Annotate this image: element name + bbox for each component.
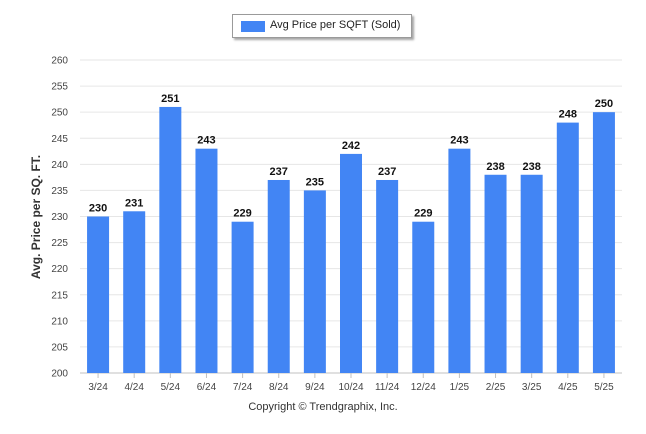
x-tick-label: 1/25 (450, 382, 470, 393)
data-label: 230 (89, 203, 107, 215)
x-tick-label: 3/24 (88, 382, 108, 393)
bar (87, 216, 110, 373)
data-label: 243 (450, 135, 468, 147)
y-tick-label: 235 (51, 186, 68, 197)
data-label: 229 (233, 208, 251, 220)
bar (592, 112, 615, 374)
legend-swatch (241, 21, 265, 32)
bar (484, 174, 507, 373)
x-tick-label: 2/25 (486, 382, 506, 393)
x-tick-label: 8/24 (269, 382, 289, 393)
bar (376, 179, 399, 373)
data-label: 248 (559, 109, 577, 121)
data-label: 243 (197, 135, 215, 147)
y-tick-label: 210 (51, 316, 68, 327)
bar (340, 153, 362, 373)
bar (231, 221, 254, 373)
x-tick-label: 5/25 (594, 382, 614, 393)
x-tick-label: 11/24 (375, 382, 400, 393)
bar (267, 179, 290, 373)
y-tick-label: 250 (51, 108, 68, 119)
y-tick-label: 230 (51, 212, 68, 223)
bar (123, 211, 146, 373)
bar (556, 122, 579, 373)
data-label: 251 (161, 93, 179, 105)
data-label: 229 (414, 208, 432, 220)
y-tick-label: 245 (51, 134, 68, 145)
x-tick-label: 7/24 (233, 382, 253, 393)
x-axis-ticks: 3/24 4/24 5/24 6/24 7/24 8/24 9/24 10/24 11/24 12… (88, 373, 614, 393)
y-tick-label: 255 (51, 82, 68, 93)
data-label: 238 (522, 161, 540, 173)
bar (520, 174, 543, 373)
y-axis-label: Avg. Price per SQ. FT. (29, 155, 43, 279)
y-tick-label: 215 (51, 290, 68, 301)
data-label: 235 (306, 176, 324, 188)
y-axis-ticks: 200 205 210 215 220 225 230 235 240 245 250 255 260 (51, 56, 68, 380)
bars (87, 106, 615, 374)
x-tick-label: 4/25 (558, 382, 578, 393)
data-label: 231 (125, 197, 143, 209)
bar (303, 190, 326, 373)
y-tick-label: 225 (51, 238, 68, 249)
x-tick-label: 6/24 (197, 382, 217, 393)
x-tick-label: 9/24 (305, 382, 325, 393)
x-tick-label: 5/24 (161, 382, 181, 393)
y-tick-label: 220 (51, 264, 68, 275)
data-label: 250 (595, 98, 613, 110)
legend: Avg Price per SQFT (Sold) (232, 14, 412, 38)
y-tick-label: 205 (51, 342, 68, 353)
x-tick-label: 4/24 (124, 382, 144, 393)
data-label: 237 (378, 166, 396, 178)
copyright-text: Copyright © Trendgraphix, Inc. (248, 401, 398, 413)
x-tick-label: 12/24 (411, 382, 436, 393)
bar (412, 221, 435, 373)
data-label: 242 (342, 140, 360, 152)
data-label: 238 (486, 161, 504, 173)
bar (159, 106, 182, 373)
bar (448, 148, 471, 373)
data-labels: 230 231 251 243 229 237 235 242 237 229 243 238 238 2… (89, 93, 613, 220)
data-label: 237 (270, 166, 288, 178)
y-tick-label: 260 (51, 56, 68, 67)
y-tick-label: 200 (51, 369, 68, 380)
x-tick-label: 10/24 (338, 382, 363, 393)
bar (195, 148, 218, 373)
x-tick-label: 3/25 (522, 382, 542, 393)
legend-label: Avg Price per SQFT (Sold) (270, 19, 401, 31)
y-tick-label: 240 (51, 160, 68, 171)
